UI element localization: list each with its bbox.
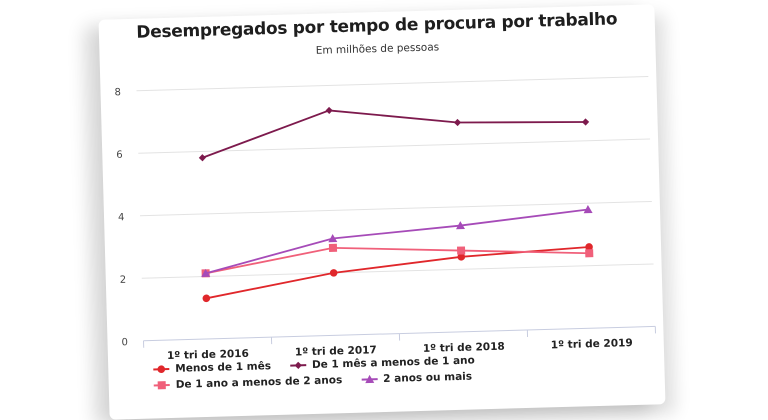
line-chart: 0 2 4 6 8 1º tri de 2016 1º tri de 2017 1º tri … bbox=[99, 4, 664, 364]
data-point bbox=[202, 294, 210, 302]
legend-marker bbox=[157, 365, 165, 373]
legend-label: 2 anos ou mais bbox=[383, 371, 472, 385]
data-point bbox=[582, 118, 589, 125]
legend-item: De 1 ano a menos de 2 anos bbox=[153, 374, 343, 391]
legend-item: 2 anos ou mais bbox=[360, 371, 472, 386]
diamond-marker-icon bbox=[289, 360, 307, 370]
chart-card: Desempregados por tempo de procura por t… bbox=[99, 4, 666, 419]
y-tick-label: 0 bbox=[121, 337, 128, 348]
legend-label: Menos de 1 mês bbox=[175, 360, 271, 375]
triangle-marker-icon bbox=[360, 374, 378, 384]
y-tick-label: 6 bbox=[116, 150, 123, 161]
circle-marker-icon bbox=[152, 364, 170, 374]
legend-label: De 1 ano a menos de 2 anos bbox=[176, 374, 343, 391]
y-tick-label: 2 bbox=[120, 275, 127, 286]
gridline bbox=[138, 139, 650, 153]
data-point bbox=[199, 154, 206, 161]
x-tick-label: 1º tri de 2016 bbox=[167, 348, 249, 362]
gridline bbox=[137, 77, 649, 91]
series-line-0 bbox=[205, 247, 590, 298]
y-tick-label: 8 bbox=[114, 87, 121, 98]
data-point bbox=[329, 244, 337, 252]
data-point bbox=[454, 119, 461, 126]
series-line-3 bbox=[204, 209, 589, 273]
data-point bbox=[325, 107, 332, 114]
legend-item: Menos de 1 mês bbox=[152, 360, 271, 375]
gridline bbox=[140, 201, 652, 215]
x-tick-label: 1º tri de 2017 bbox=[295, 344, 377, 358]
legend-marker bbox=[294, 362, 301, 369]
data-point bbox=[457, 246, 465, 254]
legend-marker bbox=[158, 381, 166, 389]
x-tick-label: 1º tri de 2018 bbox=[423, 341, 505, 355]
data-point bbox=[585, 249, 593, 257]
x-tick-label: 1º tri de 2019 bbox=[551, 337, 633, 351]
y-tick-label: 4 bbox=[118, 212, 125, 223]
square-marker-icon bbox=[153, 380, 171, 390]
data-point bbox=[330, 269, 338, 277]
